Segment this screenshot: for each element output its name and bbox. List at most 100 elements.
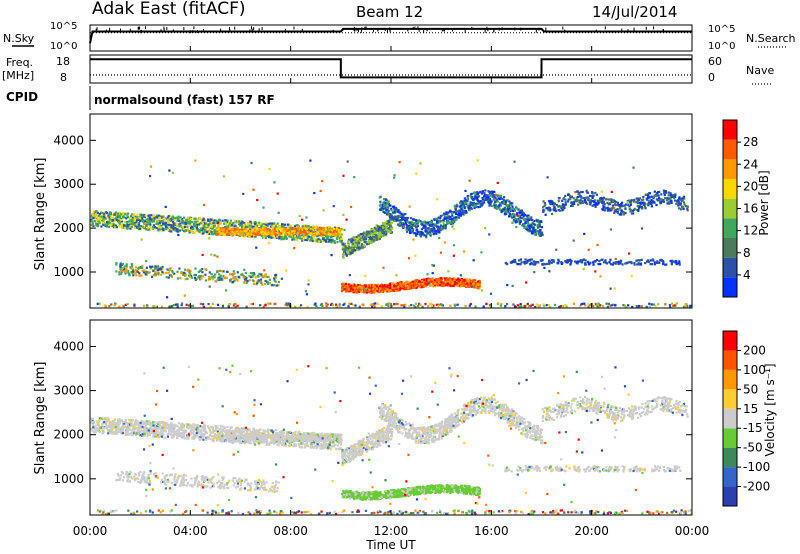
echo [233, 232, 236, 236]
echo [194, 217, 197, 221]
echo [409, 284, 412, 288]
echo [439, 220, 443, 223]
echo [408, 231, 412, 235]
echo [225, 270, 228, 273]
echo [263, 234, 266, 238]
echo [331, 239, 334, 243]
echo [179, 216, 182, 219]
echo [544, 213, 547, 216]
echo [547, 209, 550, 212]
echo [512, 219, 516, 222]
echo [112, 222, 115, 225]
echo [263, 231, 267, 234]
echo [481, 197, 484, 200]
echo [251, 225, 255, 228]
echo [417, 221, 420, 224]
echo [228, 273, 232, 276]
echo [317, 231, 320, 234]
echo [116, 215, 119, 218]
echo [249, 232, 252, 236]
freq-unit: [MHz] [2, 69, 34, 82]
echo [168, 225, 171, 229]
echo [382, 222, 385, 225]
echo [417, 219, 421, 222]
echo [582, 258, 586, 261]
echo [398, 222, 401, 226]
echo [313, 227, 316, 231]
echo [421, 279, 424, 283]
echo [391, 211, 395, 214]
echo [336, 226, 339, 230]
echo [678, 261, 681, 264]
echo [340, 239, 343, 242]
echo [299, 229, 302, 233]
echo [386, 206, 389, 210]
echo [196, 228, 199, 231]
echo [227, 225, 230, 228]
echo [453, 211, 456, 214]
echo [171, 220, 175, 223]
echo [149, 223, 152, 226]
echo [156, 271, 159, 274]
date-title: 14/Jul/2014 [592, 3, 677, 21]
echo [135, 219, 138, 222]
echo [423, 234, 426, 237]
echo [424, 223, 427, 227]
echo [530, 216, 533, 219]
echo [226, 233, 230, 236]
echo [411, 224, 414, 227]
echo [353, 286, 356, 289]
echo [506, 210, 509, 213]
echo [248, 275, 251, 278]
echo [178, 267, 181, 270]
echo [372, 289, 375, 292]
echo [344, 246, 347, 249]
echo [317, 240, 321, 243]
echo [349, 249, 352, 252]
echo [102, 223, 105, 226]
echo [577, 203, 580, 206]
echo [511, 207, 515, 210]
echo [648, 192, 651, 195]
echo [587, 263, 591, 266]
echo [652, 197, 655, 200]
echo [436, 225, 440, 228]
echo [504, 208, 507, 211]
echo [457, 281, 460, 284]
echo [463, 197, 466, 200]
echo [287, 232, 291, 235]
echo [681, 205, 684, 209]
echo [301, 228, 304, 231]
echo [564, 201, 567, 204]
echo [273, 227, 276, 230]
echo [551, 258, 554, 262]
echo [202, 227, 205, 230]
echo [633, 263, 636, 266]
echo [474, 197, 477, 200]
echo [252, 282, 256, 286]
echo [371, 230, 374, 233]
echo [238, 224, 241, 227]
echo [514, 221, 517, 224]
echo [622, 211, 625, 214]
echo [536, 219, 539, 223]
echo [204, 279, 208, 282]
echo [166, 216, 169, 219]
echo [297, 236, 300, 239]
echo [273, 277, 276, 280]
echo [271, 233, 274, 236]
echo [426, 227, 430, 230]
echo [394, 219, 398, 222]
echo [390, 225, 393, 228]
echo [513, 209, 516, 212]
echo [128, 220, 131, 223]
echo [210, 225, 213, 228]
echo [450, 218, 453, 221]
echo [649, 259, 652, 262]
echo [428, 231, 432, 234]
echo [404, 212, 407, 216]
echo [358, 248, 361, 251]
echo [608, 207, 611, 210]
echo [146, 227, 149, 230]
echo [478, 202, 481, 205]
